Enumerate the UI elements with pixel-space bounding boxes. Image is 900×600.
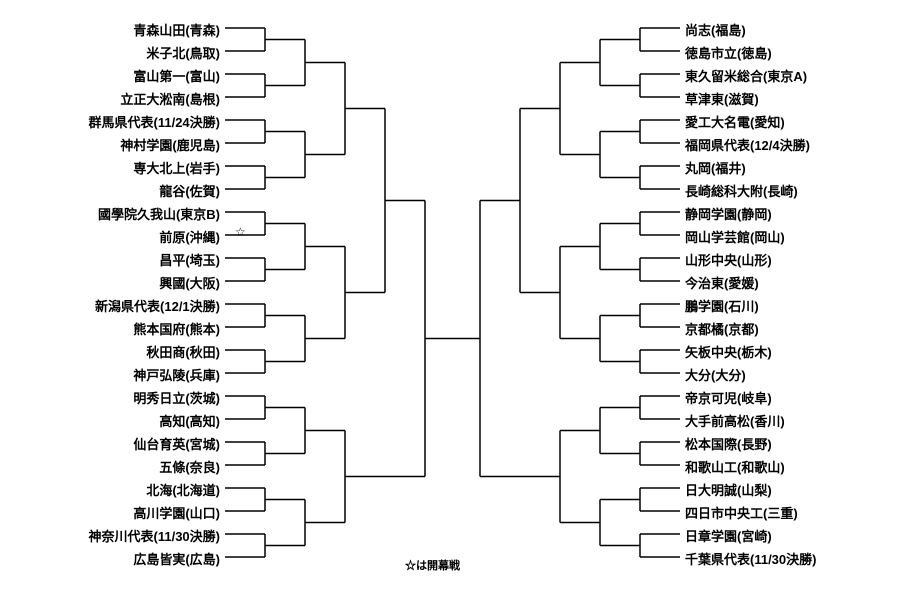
right-team: 徳島市立(徳島): [685, 43, 772, 62]
right-team: 東久留米総合(東京A): [685, 66, 807, 85]
left-team: 前原(沖縄): [159, 227, 220, 246]
left-team: 仙台育英(宮城): [133, 434, 220, 453]
left-team: 興國(大阪): [159, 273, 220, 292]
right-team: 大手前高松(香川): [685, 411, 785, 430]
right-team: 愛工大名電(愛知): [685, 112, 785, 131]
right-team: 矢板中央(栃木): [685, 342, 772, 361]
left-team: 國學院久我山(東京B): [98, 204, 220, 223]
left-team: 群馬県代表(11/24決勝): [89, 112, 220, 131]
left-team: 龍谷(佐賀): [159, 181, 220, 200]
right-team: 福岡県代表(12/4決勝): [685, 135, 810, 154]
left-team: 明秀日立(茨城): [133, 388, 220, 407]
right-team: 千葉県代表(11/30決勝): [685, 549, 816, 568]
right-team: 四日市中央工(三重): [685, 503, 798, 522]
left-team: 青森山田(青森): [133, 20, 220, 39]
right-team: 日大明誠(山梨): [685, 480, 772, 499]
right-team: 鵬学園(石川): [685, 296, 759, 315]
left-team: 神村学園(鹿児島): [120, 135, 220, 154]
right-team: 長崎総科大附(長崎): [685, 181, 798, 200]
right-team: 岡山学芸館(岡山): [685, 227, 785, 246]
left-team: 富山第一(富山): [133, 66, 220, 85]
right-team: 今治東(愛媛): [685, 273, 759, 292]
left-team: 昌平(埼玉): [159, 250, 220, 269]
right-team: 大分(大分): [685, 365, 746, 384]
left-team: 熊本国府(熊本): [133, 319, 220, 338]
left-team: 新潟県代表(12/1決勝): [95, 296, 220, 315]
left-team: 秋田商(秋田): [146, 342, 220, 361]
right-team: 丸岡(福井): [685, 158, 746, 177]
left-team: 神奈川代表(11/30決勝): [89, 526, 220, 545]
star-marker: ☆: [235, 225, 246, 239]
right-team: 日章学園(宮崎): [685, 526, 772, 545]
left-team: 北海(北海道): [146, 480, 220, 499]
left-team: 立正大淞南(島根): [120, 89, 220, 108]
right-team: 松本国際(長野): [685, 434, 772, 453]
left-team: 高川学園(山口): [133, 503, 220, 522]
left-team: 米子北(鳥取): [146, 43, 220, 62]
right-team: 和歌山工(和歌山): [685, 457, 785, 476]
right-team: 草津東(滋賀): [685, 89, 759, 108]
right-team: 山形中央(山形): [685, 250, 772, 269]
left-team: 専大北上(岩手): [133, 158, 220, 177]
left-team: 五條(奈良): [159, 457, 220, 476]
right-team: 尚志(福島): [685, 20, 746, 39]
left-team: 高知(高知): [159, 411, 220, 430]
left-team: 広島皆実(広島): [133, 549, 220, 568]
tournament-bracket: 青森山田(青森) 米子北(鳥取) 富山第一(富山) 立正大淞南(島根) 群馬県代表(11…: [0, 0, 900, 600]
footnote: ☆は開幕戦: [405, 557, 460, 573]
right-team: 静岡学園(静岡): [685, 204, 772, 223]
left-team: 神戸弘陵(兵庫): [133, 365, 220, 384]
right-team: 帝京可児(岐阜): [685, 388, 772, 407]
right-team: 京都橘(京都): [685, 319, 759, 338]
